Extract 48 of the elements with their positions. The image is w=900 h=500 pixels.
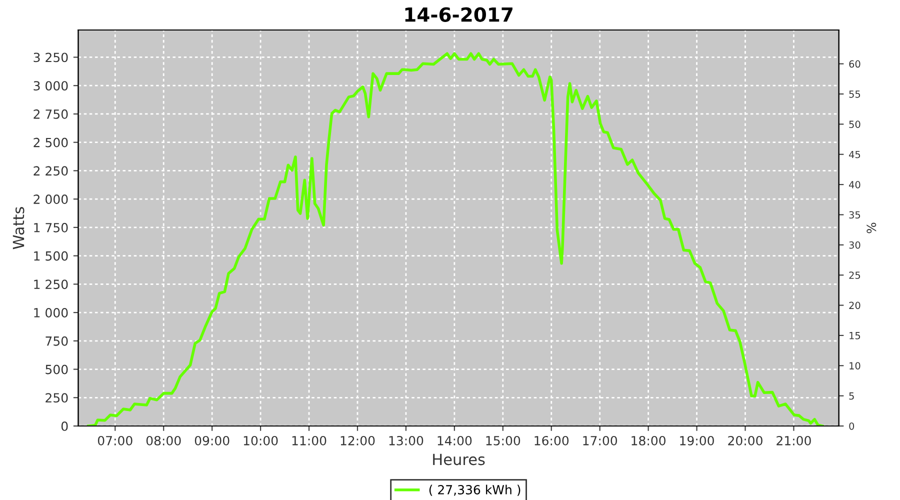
y2-tick-label: 5 [849,392,854,400]
y-tick-label: 500 [46,364,68,374]
x-tick-label: 13:00 [389,436,424,446]
y2-tick-label: 25 [849,272,860,279]
y2-tick-label: 0 [849,422,854,430]
y-axis-title: Watts [12,207,24,250]
y-tick-label: 1 750 [34,222,68,232]
y2-tick-label: 45 [849,150,860,158]
y-tick-label: 750 [46,336,68,346]
y-tick-label: 2 750 [34,109,68,119]
x-tick-label: 07:00 [98,436,132,446]
x-tick-label: 12:00 [340,436,375,446]
x-tick-label: 19:00 [680,436,714,446]
y-tick-label: 1 500 [34,251,68,261]
x-tick-label: 20:00 [728,436,762,446]
y-tick-label: 0 [61,421,68,431]
x-tick-label: 15:00 [486,436,520,446]
x-tick-label: 16:00 [534,436,569,446]
y2-tick-label: 20 [849,302,860,310]
y2-axis-title: % [866,222,876,234]
y2-tick-label: 55 [849,90,860,98]
y2-tick-label: 30 [849,241,860,249]
y2-tick-label: 15 [850,332,860,340]
x-tick-label: 09:00 [194,436,230,446]
y-tick-label: 2 500 [34,138,68,148]
y2-tick-label: 10 [850,362,860,370]
y-tick-label: 1 250 [34,280,68,290]
x-tick-label: 14:00 [438,436,472,446]
x-tick-label: 18:00 [632,436,666,446]
y-tick-label: 1 000 [34,308,68,318]
chart-title: 14-6-2017 [405,7,512,22]
x-tick-label: 21:00 [776,436,811,446]
y2-tick-label: 60 [849,60,860,68]
y-tick-label: 2 000 [34,194,68,204]
y-tick-label: 3 250 [34,52,68,62]
y2-tick-label: 35 [849,211,860,219]
line-series [87,52,824,426]
y-tick-label: 2 250 [34,166,68,176]
y2-tick-label: 50 [849,120,860,128]
x-tick-label: 17:00 [583,436,618,446]
y-tick-label: 250 [46,393,68,403]
x-tick-label: 10:00 [244,436,278,446]
x-axis-title: Heures [433,454,485,466]
legend-label: ( 27,336 kWh ) [429,484,520,496]
y-tick-label: 3 000 [34,81,68,91]
y2-tick-label: 40 [849,181,860,188]
x-tick-label: 11:00 [292,436,326,446]
x-tick-label: 08:00 [146,436,181,446]
